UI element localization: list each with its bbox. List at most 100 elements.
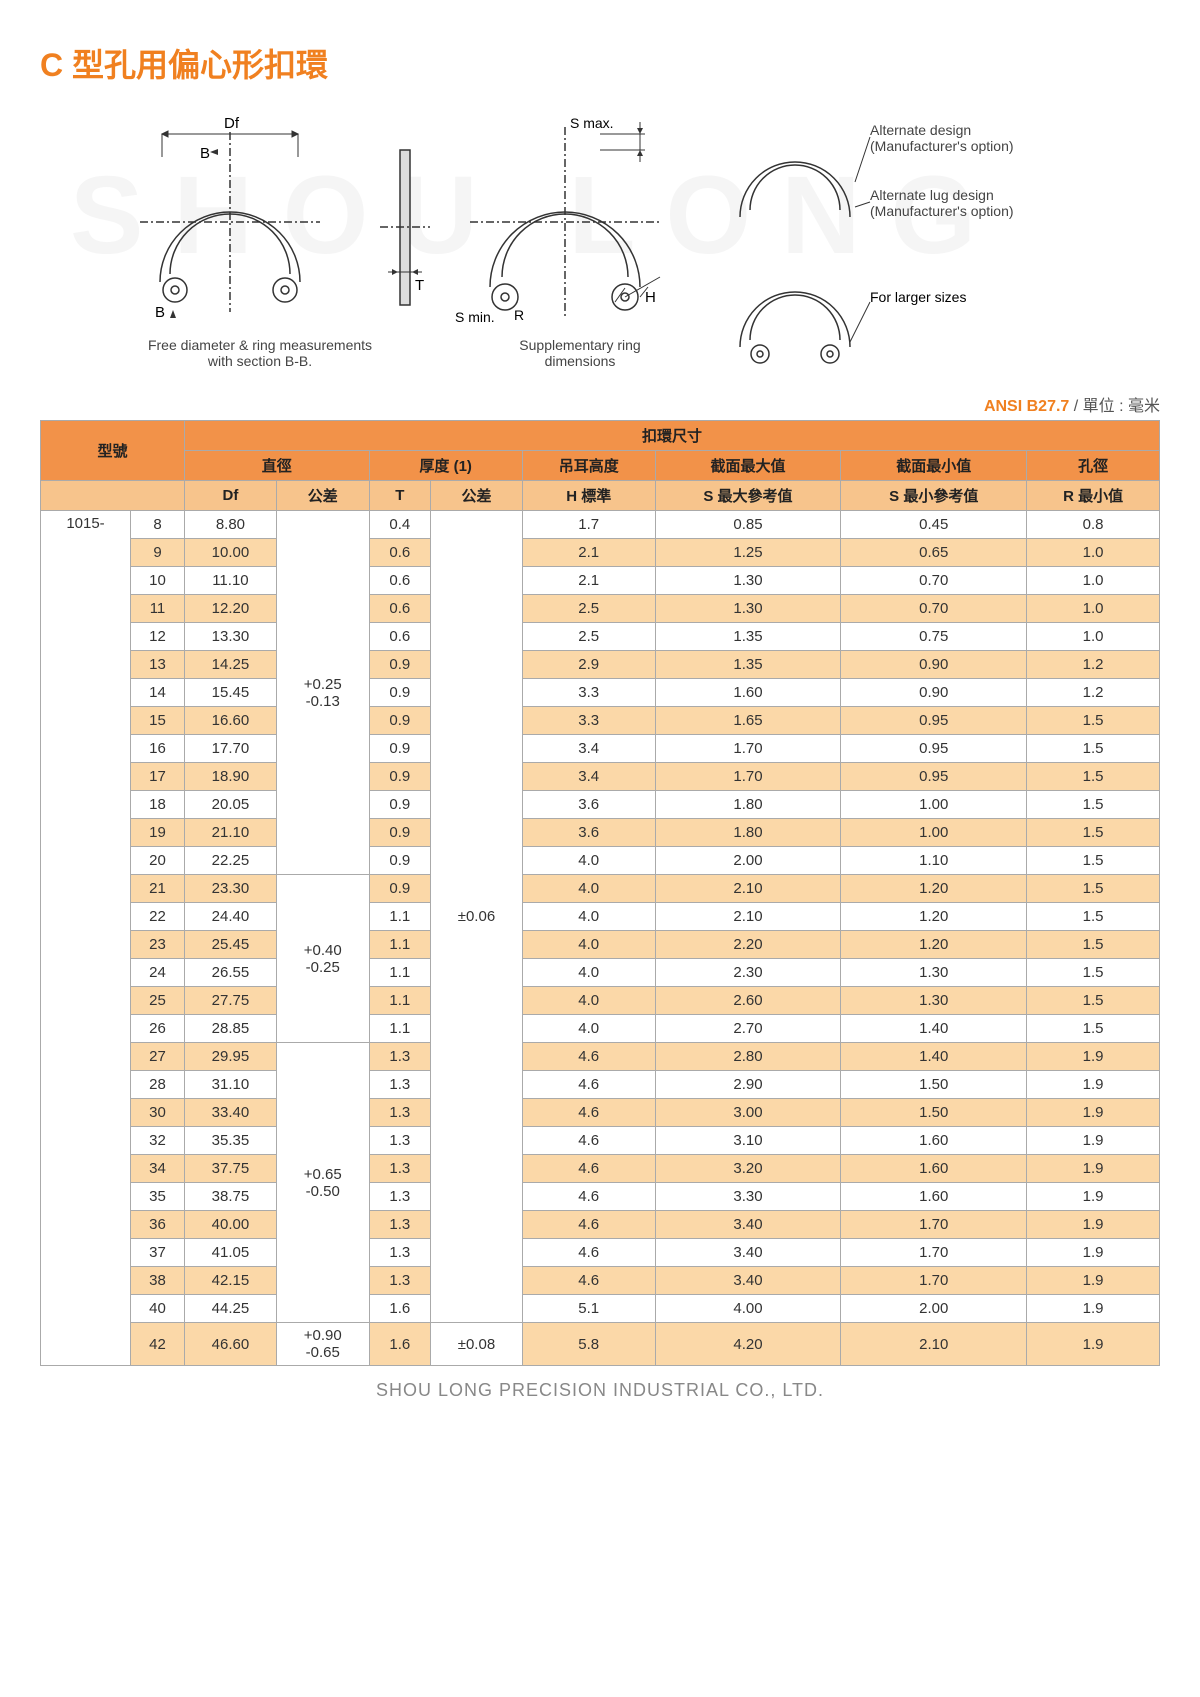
cell-smin: 1.60 [841, 1155, 1027, 1183]
cell-n: 10 [131, 567, 185, 595]
cell-r: 1.0 [1027, 595, 1160, 623]
cell-h: 2.1 [522, 567, 655, 595]
cell-r: 1.9 [1027, 1127, 1160, 1155]
cell-smax: 1.25 [655, 539, 841, 567]
cell-n: 12 [131, 623, 185, 651]
cell-r: 1.2 [1027, 651, 1160, 679]
cell-n: 35 [131, 1183, 185, 1211]
table-row: 4246.60+0.90 -0.651.6±0.085.84.202.101.9 [41, 1323, 1160, 1366]
cell-tol2: ±0.08 [431, 1323, 523, 1366]
cell-smin: 2.00 [841, 1295, 1027, 1323]
table-row: 1921.100.93.61.801.001.5 [41, 819, 1160, 847]
cell-tol: +0.65 -0.50 [276, 1043, 369, 1323]
cell-t: 0.6 [369, 595, 431, 623]
cell-smin: 1.40 [841, 1015, 1027, 1043]
cell-df: 42.15 [184, 1267, 276, 1295]
cell-smax: 3.30 [655, 1183, 841, 1211]
cell-df: 14.25 [184, 651, 276, 679]
cell-smin: 0.95 [841, 735, 1027, 763]
dimension-table: 型號 扣環尺寸 直徑 厚度 (1) 吊耳高度 截面最大值 截面最小值 孔徑 Df… [40, 420, 1160, 1366]
cell-tol: +0.40 -0.25 [276, 875, 369, 1043]
cell-t: 1.1 [369, 931, 431, 959]
cell-smax: 2.80 [655, 1043, 841, 1071]
cell-df: 20.05 [184, 791, 276, 819]
cell-smax: 3.10 [655, 1127, 841, 1155]
cell-smax: 3.40 [655, 1239, 841, 1267]
cell-df: 40.00 [184, 1211, 276, 1239]
cell-h: 1.7 [522, 511, 655, 539]
hdr-group: 扣環尺寸 [184, 421, 1159, 451]
cell-h: 2.9 [522, 651, 655, 679]
cell-n: 14 [131, 679, 185, 707]
cell-r: 1.0 [1027, 539, 1160, 567]
cell-df: 12.20 [184, 595, 276, 623]
cell-tol: +0.25 -0.13 [276, 511, 369, 875]
footer: SHOU LONG PRECISION INDUSTRIAL CO., LTD. [40, 1380, 1160, 1401]
cell-smin: 1.20 [841, 903, 1027, 931]
cell-smin: 0.65 [841, 539, 1027, 567]
cell-h: 4.0 [522, 1015, 655, 1043]
cell-r: 1.2 [1027, 679, 1160, 707]
cell-t: 1.6 [369, 1295, 431, 1323]
cell-n: 38 [131, 1267, 185, 1295]
cell-h: 2.1 [522, 539, 655, 567]
hdr-tol2: 公差 [431, 481, 523, 511]
cell-r: 1.9 [1027, 1155, 1160, 1183]
table-row: 2426.551.14.02.301.301.5 [41, 959, 1160, 987]
cell-n: 30 [131, 1099, 185, 1127]
label-smax: S max. [570, 115, 614, 131]
cell-smax: 3.00 [655, 1099, 841, 1127]
cell-r: 1.5 [1027, 735, 1160, 763]
cell-t: 0.6 [369, 623, 431, 651]
cell-tol: +0.90 -0.65 [276, 1323, 369, 1366]
cell-r: 1.5 [1027, 987, 1160, 1015]
hdr-hstd: H 標準 [522, 481, 655, 511]
cell-smax: 1.80 [655, 791, 841, 819]
cell-h: 5.1 [522, 1295, 655, 1323]
cell-h: 2.5 [522, 595, 655, 623]
cell-h: 3.3 [522, 707, 655, 735]
cell-df: 25.45 [184, 931, 276, 959]
hdr-secmax: 截面最大值 [655, 451, 841, 481]
cell-smax: 1.70 [655, 763, 841, 791]
cell-smin: 1.70 [841, 1267, 1027, 1295]
cell-h: 4.6 [522, 1183, 655, 1211]
cell-r: 1.5 [1027, 959, 1160, 987]
table-row: 2224.401.14.02.101.201.5 [41, 903, 1160, 931]
cell-n: 13 [131, 651, 185, 679]
label-alt1: Alternate design (Manufacturer's option) [870, 122, 1070, 154]
cell-tol2: ±0.06 [431, 511, 523, 1323]
table-row: 910.000.62.11.250.651.0 [41, 539, 1160, 567]
table-row: 1213.300.62.51.350.751.0 [41, 623, 1160, 651]
table-row: 2831.101.34.62.901.501.9 [41, 1071, 1160, 1099]
cell-smax: 1.30 [655, 567, 841, 595]
model-prefix: 1015- [41, 511, 131, 1366]
cell-smax: 2.60 [655, 987, 841, 1015]
cell-t: 0.9 [369, 707, 431, 735]
cell-n: 11 [131, 595, 185, 623]
cell-smin: 1.00 [841, 819, 1027, 847]
cell-h: 4.6 [522, 1127, 655, 1155]
cell-t: 1.3 [369, 1155, 431, 1183]
table-body: 1015-88.80+0.25 -0.130.4±0.061.70.850.45… [41, 511, 1160, 1366]
table-row: 2022.250.94.02.001.101.5 [41, 847, 1160, 875]
cell-n: 28 [131, 1071, 185, 1099]
cell-r: 1.9 [1027, 1267, 1160, 1295]
cell-smin: 2.10 [841, 1323, 1027, 1366]
cell-r: 1.5 [1027, 819, 1160, 847]
table-row: 3437.751.34.63.201.601.9 [41, 1155, 1160, 1183]
diagram-area: SHOU LONG Df B B T [100, 102, 1120, 382]
cell-smin: 1.40 [841, 1043, 1027, 1071]
cell-n: 27 [131, 1043, 185, 1071]
cell-h: 4.6 [522, 1155, 655, 1183]
cell-r: 1.9 [1027, 1099, 1160, 1127]
cell-smax: 3.40 [655, 1211, 841, 1239]
cell-t: 1.1 [369, 987, 431, 1015]
cell-n: 8 [131, 511, 185, 539]
cell-smin: 1.70 [841, 1239, 1027, 1267]
cell-df: 15.45 [184, 679, 276, 707]
cell-smax: 4.00 [655, 1295, 841, 1323]
cell-r: 1.9 [1027, 1323, 1160, 1366]
cell-t: 1.3 [369, 1267, 431, 1295]
cell-df: 31.10 [184, 1071, 276, 1099]
